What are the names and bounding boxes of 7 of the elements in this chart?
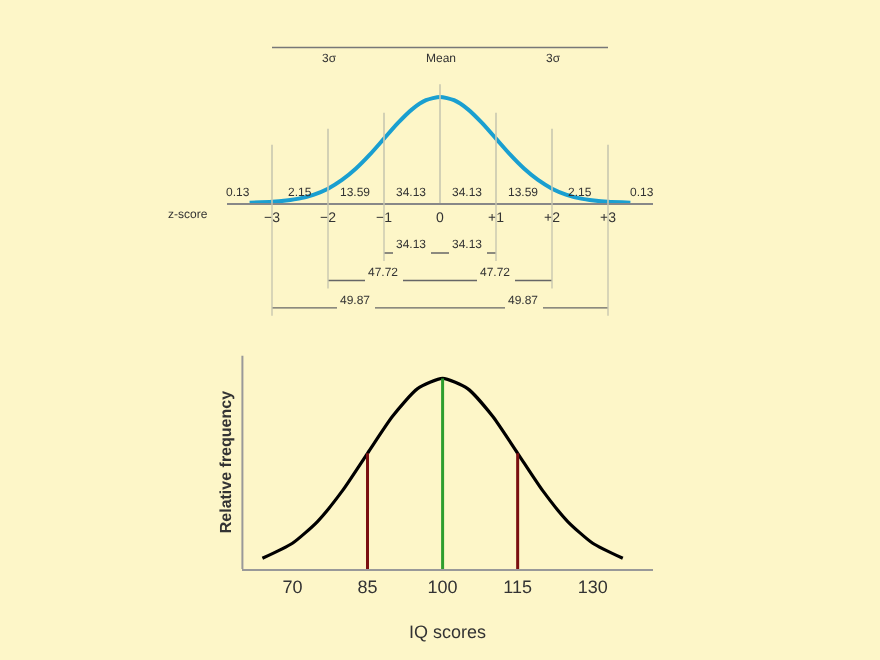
x-tick-label: 100 (427, 576, 458, 597)
y-axis-title: Relative frequency (216, 389, 235, 534)
x-tick-label: 115 (503, 576, 533, 597)
x-tick-label: 130 (577, 576, 608, 597)
x-tick-label: 70 (282, 576, 303, 597)
x-axis-title: IQ scores (409, 622, 488, 643)
x-tick-label: 85 (357, 576, 378, 597)
